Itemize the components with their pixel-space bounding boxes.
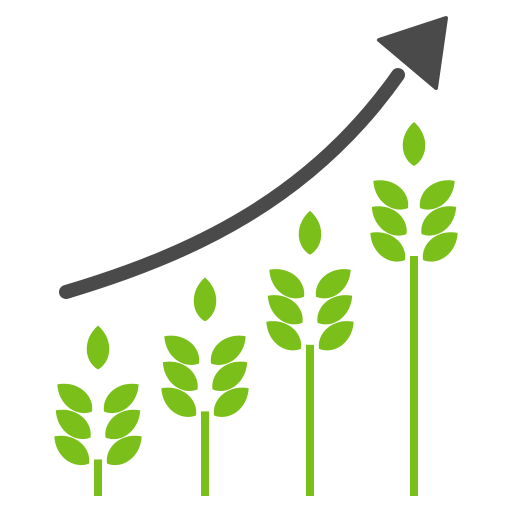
wheat-grain-left	[371, 206, 407, 236]
wheat-stalk	[161, 277, 249, 496]
wheat-grain-right	[422, 232, 458, 262]
wheat-stalk	[266, 210, 354, 496]
wheat-stem	[201, 411, 209, 496]
wheat-grain-right	[210, 335, 246, 365]
wheat-stalk	[370, 122, 458, 496]
wheat-stalks-group	[54, 122, 458, 496]
wheat-grain-right	[103, 383, 139, 413]
wheat-grain-right	[419, 180, 455, 210]
wheat-grain-left	[54, 435, 90, 465]
wheat-grain-right	[105, 409, 141, 439]
wheat-grain-left	[55, 409, 91, 439]
wheat-grain-right	[213, 387, 249, 417]
wheat-stem	[410, 256, 418, 496]
wheat-grain-left	[57, 383, 93, 413]
wheat-grain-left	[267, 295, 303, 325]
wheat-grain-top	[193, 277, 217, 322]
wheat-grain-top	[298, 210, 322, 255]
wheat-grain-left	[269, 269, 305, 299]
wheat-grain-right	[315, 269, 351, 299]
growth-trend-arrow	[59, 16, 448, 299]
wheat-stem	[94, 459, 102, 496]
wheat-grain-left	[266, 321, 302, 351]
wheat-grain-right	[421, 206, 457, 236]
wheat-grain-left	[161, 387, 197, 417]
wheat-grain-right	[212, 361, 248, 391]
wheat-grain-top	[402, 122, 426, 166]
wheat-grain-right	[317, 295, 353, 325]
wheat-stalk	[54, 325, 142, 496]
wheat-grain-left	[370, 232, 406, 262]
wheat-stem	[306, 344, 314, 496]
wheat-grain-right	[318, 321, 354, 351]
wheat-grain-left	[164, 335, 200, 365]
wheat-grain-right	[106, 435, 142, 465]
wheat-grain-left	[373, 180, 409, 210]
wheat-grain-left	[162, 361, 198, 391]
arrow-head-icon	[377, 16, 448, 90]
trend-curve	[59, 68, 405, 299]
wheat-grain-top	[86, 325, 110, 370]
